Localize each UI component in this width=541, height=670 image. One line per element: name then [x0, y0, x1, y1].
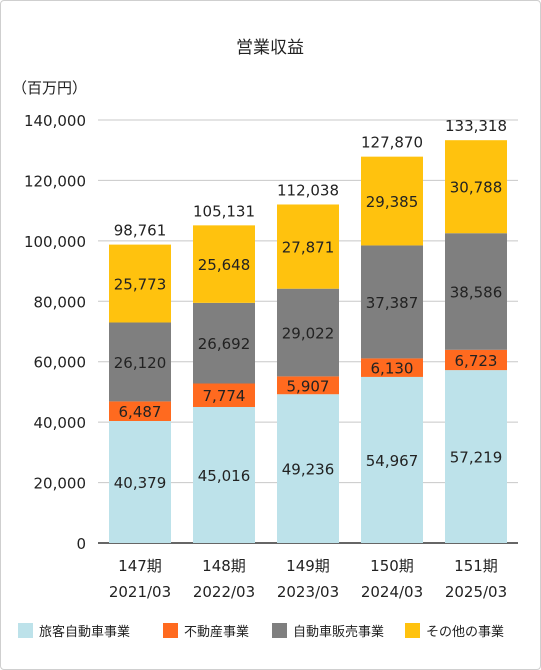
x-category-sublabel: 2024/03: [361, 583, 423, 601]
data-label: 6,130: [371, 360, 414, 378]
data-label: 37,387: [366, 294, 419, 312]
bar-segment: [109, 420, 171, 543]
data-label: 29,385: [366, 193, 419, 211]
total-label: 133,318: [445, 117, 507, 135]
bar-segment: [277, 394, 339, 543]
legend-swatch: [18, 623, 33, 638]
x-axis: 147期 2021/03 148期 2022/03 149期 2023/03 150期 202…: [109, 557, 507, 601]
y-tick-label: 140,000: [24, 112, 86, 130]
data-label: 6,723: [455, 352, 498, 370]
data-label: 27,871: [282, 239, 335, 257]
x-category-sublabel: 2023/03: [277, 583, 339, 601]
y-tick-label: 0: [76, 535, 86, 553]
bar-segment: [109, 401, 171, 421]
x-category-label: 149期: [286, 557, 330, 575]
bar-segment: [445, 349, 507, 371]
x-category-label: 147期: [118, 557, 162, 575]
y-axis: 0 20,000 40,000 60,000 80,000 100,000 120,000 1…: [24, 112, 86, 553]
data-label: 38,586: [450, 284, 503, 302]
x-category-label: 150期: [370, 557, 414, 575]
bar-segment: [193, 302, 255, 384]
data-label: 25,648: [198, 256, 251, 274]
x-category-label: 151期: [454, 557, 498, 575]
y-tick-label: 120,000: [24, 172, 86, 190]
legend-label: 旅客自動車事業: [39, 624, 130, 640]
data-label: 26,692: [198, 335, 251, 353]
bar-segment: [193, 225, 255, 303]
bar-segment: [193, 406, 255, 543]
x-category-sublabel: 2021/03: [109, 583, 171, 601]
legend-swatch: [272, 623, 287, 638]
data-label: 40,379: [114, 474, 167, 492]
bar-segment: [193, 383, 255, 407]
data-label: 29,022: [282, 325, 335, 343]
legend-label: 不動産事業: [184, 624, 249, 640]
y-tick-label: 40,000: [34, 414, 87, 432]
bar-segment: [445, 233, 507, 350]
bar-segment: [109, 244, 171, 323]
bar-segment: [361, 376, 423, 543]
unit-label: （百万円）: [12, 79, 87, 97]
chart-title: 営業収益: [236, 38, 304, 58]
total-label: 127,870: [361, 134, 423, 152]
legend-swatch: [405, 623, 420, 638]
total-label: 112,038: [277, 181, 339, 199]
data-label: 6,487: [119, 403, 162, 421]
data-label: 25,773: [114, 276, 167, 294]
legend-swatch: [163, 623, 178, 638]
data-label: 54,967: [366, 452, 419, 470]
bar-segment: [445, 370, 507, 543]
bars: 40,379 6,487 26,120 25,773 98,761 45,016 7,774…: [109, 117, 507, 543]
bar-segment: [109, 322, 171, 402]
y-tick-label: 20,000: [34, 475, 87, 493]
data-label: 57,219: [450, 449, 503, 467]
bar-segment: [277, 204, 339, 289]
data-label: 7,774: [203, 387, 246, 405]
x-category-sublabel: 2025/03: [445, 583, 507, 601]
bar-segment: [361, 358, 423, 377]
y-tick-label: 80,000: [34, 293, 87, 311]
bar-segment: [361, 156, 423, 246]
total-label: 105,131: [193, 202, 255, 220]
legend: 旅客自動車事業 不動産事業 自動車販売事業 その他の事業: [18, 623, 504, 640]
data-label: 30,788: [450, 179, 503, 197]
bar-segment: [361, 245, 423, 359]
data-label: 49,236: [282, 461, 335, 479]
legend-label: 自動車販売事業: [293, 624, 384, 640]
y-tick-label: 100,000: [24, 233, 86, 251]
bar-segment: [277, 376, 339, 395]
data-label: 26,120: [114, 354, 167, 372]
total-label: 98,761: [114, 222, 167, 240]
y-tick-label: 60,000: [34, 354, 87, 372]
bar-segment: [277, 288, 339, 377]
x-category-label: 148期: [202, 557, 246, 575]
data-label: 45,016: [198, 467, 251, 485]
legend-label: その他の事業: [426, 624, 504, 640]
x-category-sublabel: 2022/03: [193, 583, 255, 601]
data-label: 5,907: [287, 377, 330, 395]
bar-segment: [445, 140, 507, 234]
